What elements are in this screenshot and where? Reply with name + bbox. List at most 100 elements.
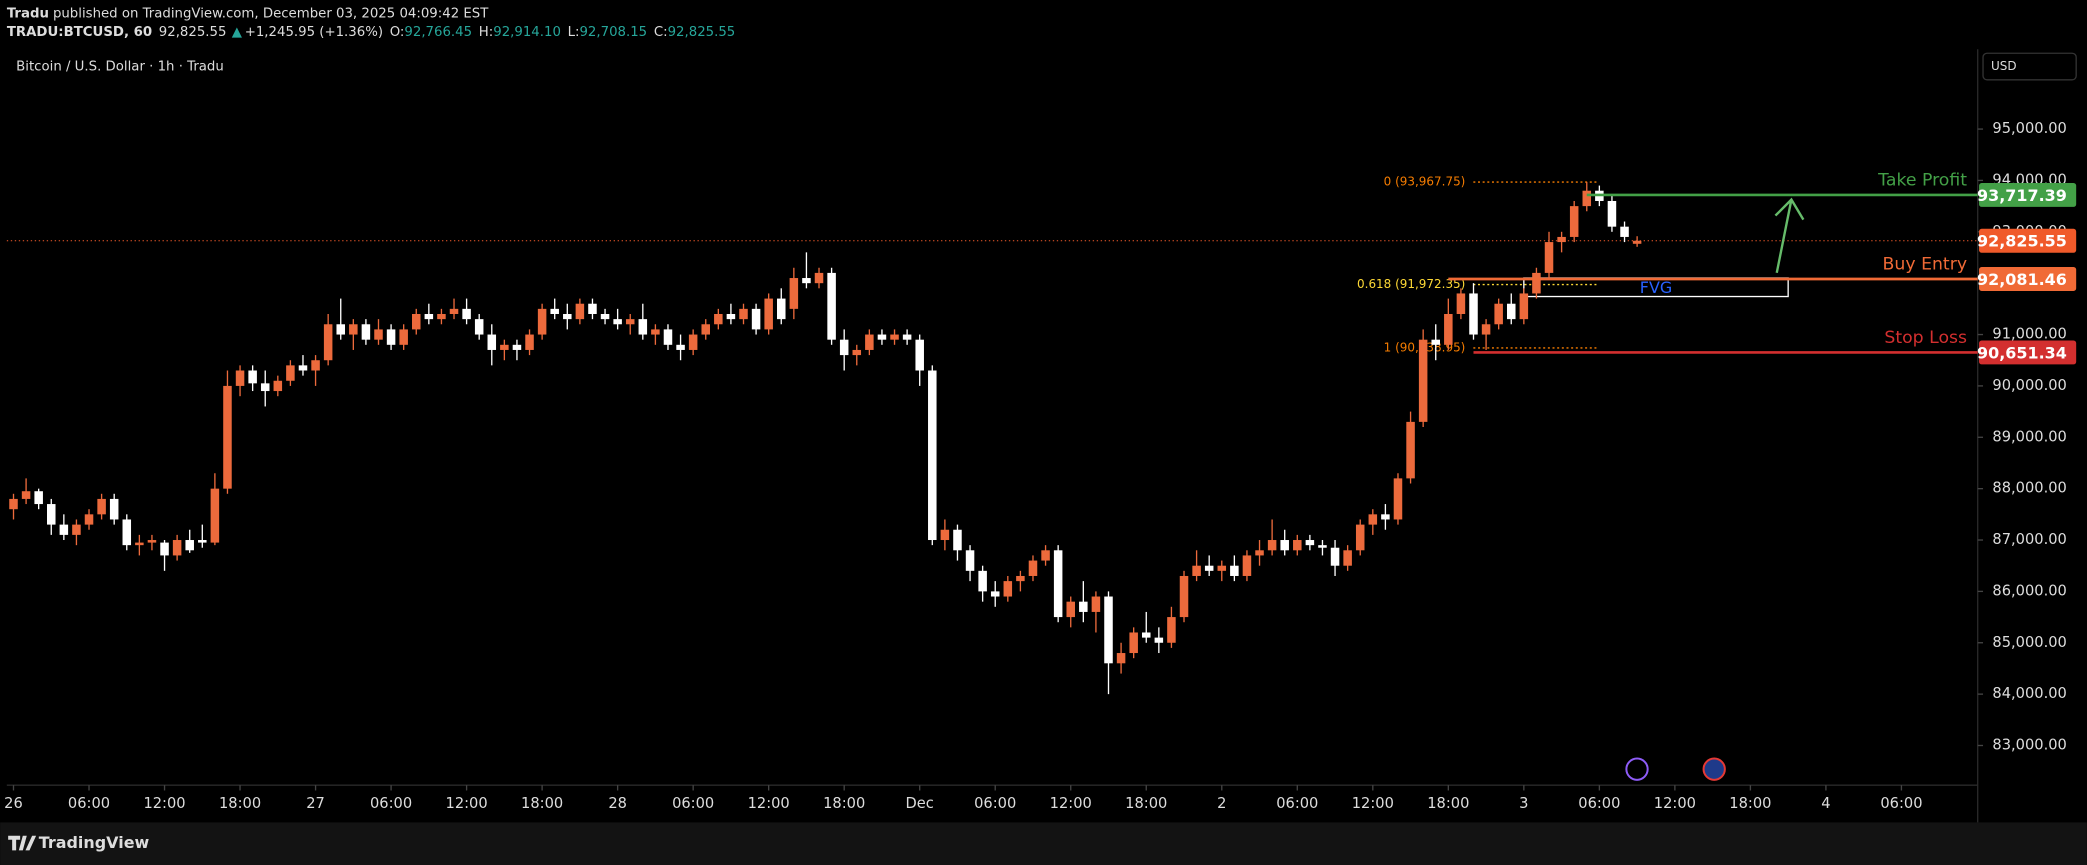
y-tick-label: 85,000.00	[1992, 634, 2066, 651]
candle-body	[1494, 303, 1503, 325]
candle-body	[147, 540, 157, 543]
candle-body	[1028, 560, 1038, 576]
x-tick-label: 06:00	[672, 795, 714, 812]
candle-body	[1217, 565, 1227, 571]
candle-body	[789, 278, 799, 309]
candle-body	[500, 344, 509, 350]
candle-body	[336, 324, 346, 335]
event-icon[interactable]	[1625, 757, 1649, 781]
candle-body	[1519, 293, 1529, 320]
candle-body	[235, 370, 245, 386]
candle-body	[1091, 596, 1101, 612]
candle-body	[1230, 565, 1239, 576]
x-tick-label: 4	[1821, 795, 1830, 812]
x-tick-label: 06:00	[974, 795, 1016, 812]
fib-label: 0.618 (91,972.35)	[1357, 277, 1465, 291]
candle-body	[399, 329, 408, 345]
y-tick-label: 83,000.00	[1992, 736, 2066, 753]
level-tag-label: 92,081.46	[1977, 270, 2067, 289]
candle-body	[361, 324, 371, 340]
quote-key: C:	[654, 25, 668, 40]
candle-body	[1569, 206, 1579, 237]
candle-body	[84, 514, 94, 525]
candle-body	[1129, 632, 1138, 654]
x-tick-label: 06:00	[370, 795, 412, 812]
candle-body	[764, 298, 773, 330]
up-arrow: ▲	[232, 25, 243, 40]
candle-body	[72, 524, 81, 535]
candle-body	[613, 319, 622, 325]
current-price-tag	[1979, 228, 2077, 253]
candle-body	[726, 313, 736, 320]
quote-value: 92,825.55	[668, 25, 736, 40]
x-tick-label: 18:00	[219, 795, 261, 812]
header-line-1: Tradu published on TradingView.com, Decem…	[7, 6, 489, 21]
candle-body	[1179, 575, 1189, 618]
candle-body	[1154, 637, 1164, 643]
candle-body	[537, 308, 547, 335]
candle-body	[978, 570, 987, 592]
candle-body	[160, 542, 169, 556]
candle-body	[1079, 601, 1088, 612]
candle-body	[109, 498, 119, 520]
candle-body	[248, 370, 257, 384]
quote-key: O:	[390, 25, 405, 40]
candle-body	[1355, 524, 1365, 551]
candle-body	[97, 498, 106, 515]
y-tick-label: 89,000.00	[1992, 428, 2066, 445]
y-tick-label: 90,000.00	[1992, 377, 2066, 394]
current-price-label: 92,825.55	[1977, 232, 2067, 251]
candle-body	[1053, 550, 1063, 618]
level-tag	[1979, 182, 2077, 207]
currency-box[interactable]	[1982, 52, 2077, 81]
candle-body	[1582, 190, 1592, 207]
candle-body	[323, 324, 333, 361]
candle-body	[1305, 540, 1315, 546]
footer-bar	[0, 822, 2087, 865]
candle-body	[198, 540, 207, 543]
candle-body	[1330, 547, 1340, 566]
candle-body	[965, 550, 975, 571]
x-tick-label: 18:00	[1427, 795, 1469, 812]
x-tick-label: 18:00	[1729, 795, 1771, 812]
candle-body	[953, 529, 962, 551]
candle-body	[462, 308, 471, 320]
y-tick-label: 95,000.00	[1992, 120, 2066, 137]
candle-body	[487, 334, 497, 350]
candle-body	[1204, 565, 1214, 571]
candle-body	[185, 540, 194, 551]
candle-body	[1620, 226, 1629, 237]
y-tick-label: 87,000.00	[1992, 531, 2066, 548]
candle-body	[1293, 540, 1302, 551]
candle-body	[47, 504, 56, 525]
candle-body	[1418, 339, 1428, 422]
candle-body	[625, 319, 635, 325]
candle-body	[990, 591, 1000, 597]
x-tick-label: 12:00	[1654, 795, 1696, 812]
candle-body	[1116, 653, 1126, 664]
published: published on TradingView.com, December 0…	[53, 6, 489, 21]
flag-icon[interactable]	[1702, 757, 1726, 781]
candle-body	[1456, 293, 1466, 314]
last-price: 92,825.55	[159, 25, 227, 40]
candle-body	[1469, 293, 1478, 335]
y-tick-label: 88,000.00	[1992, 480, 2066, 497]
x-tick-label: 27	[306, 795, 325, 812]
candle-body	[1607, 200, 1617, 227]
y-tick-label: 91,000.00	[1992, 326, 2066, 343]
fvg-label: FVG	[1640, 278, 1672, 297]
candle-body	[663, 329, 673, 345]
candle-body	[563, 313, 572, 320]
x-tick-label: Dec	[906, 795, 934, 812]
candle-body	[714, 313, 723, 325]
x-tick-label: 12:00	[1050, 795, 1092, 812]
candle-body	[739, 308, 748, 320]
candle-body	[1544, 242, 1554, 273]
x-tick-label: 2	[1217, 795, 1226, 812]
candle-body	[122, 519, 132, 546]
candle-body	[1444, 313, 1453, 345]
y-tick-label: 86,000.00	[1992, 582, 2066, 599]
